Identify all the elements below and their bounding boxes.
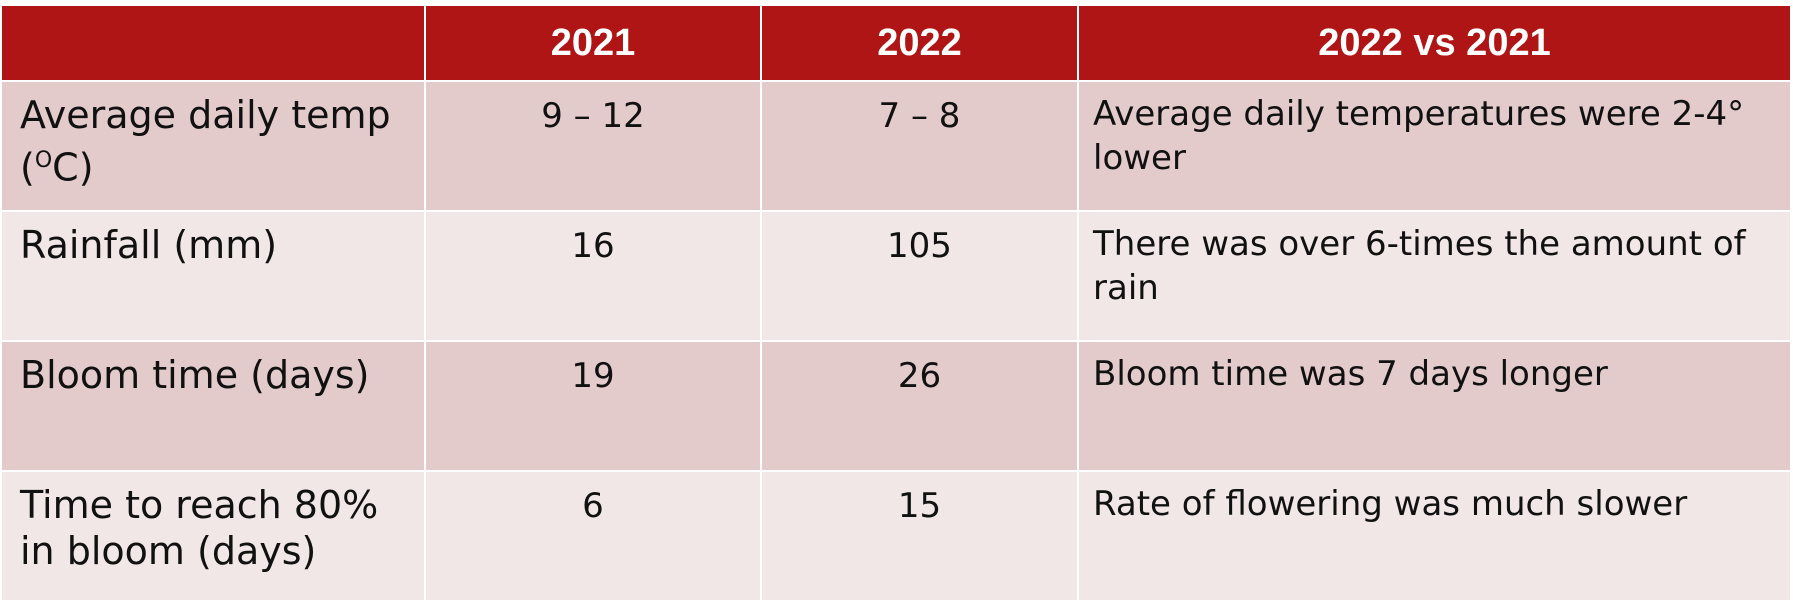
value-2022: 26 xyxy=(760,340,1079,472)
value-2021: 19 xyxy=(424,340,762,472)
header-row: 2021 2022 2022 vs 2021 xyxy=(0,4,1792,82)
value-2021: 6 xyxy=(424,470,762,602)
table-row: Rainfall (mm) 16 105 There was over 6-ti… xyxy=(0,210,1792,342)
header-2021: 2021 xyxy=(424,4,762,82)
comparison-text: Rate of flowering was much slower xyxy=(1077,470,1792,602)
row-label: Time to reach 80% in bloom (days) xyxy=(0,470,426,602)
header-comparison: 2022 vs 2021 xyxy=(1077,4,1792,82)
row-label: Rainfall (mm) xyxy=(0,210,426,342)
comparison-text: Bloom time was 7 days longer xyxy=(1077,340,1792,472)
comparison-table: 2021 2022 2022 vs 2021 Average daily tem… xyxy=(0,4,1792,602)
comparison-text: There was over 6-times the amount of rai… xyxy=(1077,210,1792,342)
table-row: Bloom time (days) 19 26 Bloom time was 7… xyxy=(0,340,1792,472)
comparison-text: Average daily temperatures were 2-4° low… xyxy=(1077,80,1792,212)
value-2022: 7 – 8 xyxy=(760,80,1079,212)
header-empty xyxy=(0,4,426,82)
row-label: Bloom time (days) xyxy=(0,340,426,472)
value-2021: 16 xyxy=(424,210,762,342)
header-2022: 2022 xyxy=(760,4,1079,82)
value-2021: 9 – 12 xyxy=(424,80,762,212)
table-row: Time to reach 80% in bloom (days) 6 15 R… xyxy=(0,470,1792,602)
value-2022: 105 xyxy=(760,210,1079,342)
row-label: Average daily temp (OC) xyxy=(0,80,426,212)
value-2022: 15 xyxy=(760,470,1079,602)
table-row: Average daily temp (OC) 9 – 12 7 – 8 Ave… xyxy=(0,80,1792,212)
